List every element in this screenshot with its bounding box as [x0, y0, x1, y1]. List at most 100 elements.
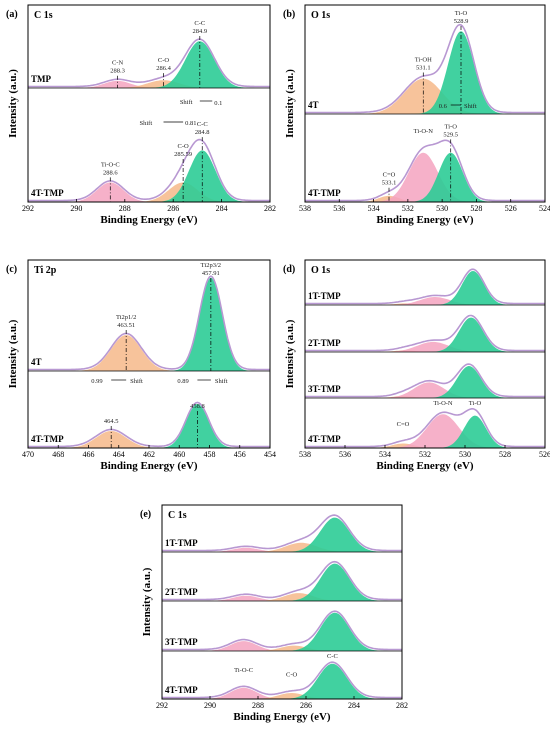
peak-value: 464.5 [104, 418, 119, 425]
x-tick-label: 466 [83, 450, 95, 459]
peak-value: 463.51 [117, 322, 135, 329]
peak-component [162, 593, 402, 601]
peak-component [162, 645, 402, 651]
panel-b: 4T531.1Ti-OH528.9Ti-O4T-TMP533.1C=OTi-O-… [283, 4, 550, 226]
panel-letter: (a) [6, 9, 18, 20]
panel-letter: (e) [140, 509, 151, 520]
panel-letter: (c) [6, 264, 17, 275]
peak-component [162, 612, 402, 651]
trace-tmp: TMP 288.3C-N 286.4C-O 284.9C-C [28, 20, 270, 88]
y-axis-label: Intensity (a.u.) [284, 319, 296, 388]
panel-title: C 1s [168, 510, 187, 521]
x-tick-label: 288 [252, 701, 264, 710]
x-tick-label: 282 [396, 701, 408, 710]
shift-label: Shift [140, 120, 153, 127]
peak-label: C-C [194, 20, 205, 27]
peak-c-c [28, 41, 270, 88]
x-tick-label: 532 [419, 450, 431, 459]
shift-label: Shift [215, 378, 228, 385]
envelope-line [162, 514, 402, 552]
x-tick-label: 456 [234, 450, 246, 459]
sample-label: 4T-TMP [31, 434, 64, 444]
peak-value: 528.9 [454, 18, 469, 25]
panel-letter: (b) [283, 9, 295, 20]
shift-value: 0.6 [439, 103, 448, 110]
sample-label: 4T-TMP [165, 685, 198, 695]
x-tick-label: 462 [143, 450, 155, 459]
y-axis-label: Intensity (a.u.) [7, 69, 19, 138]
peak-value: 288.3 [110, 68, 125, 75]
peak-component [162, 517, 402, 552]
sample-label: 3T-TMP [165, 637, 198, 647]
x-tick-label: 286 [300, 701, 312, 710]
x-axis-label: Binding Energy (eV) [100, 460, 198, 472]
peak-label: C-O [286, 671, 298, 678]
peak-label: Ti2p3/2 [201, 262, 221, 269]
sample-label: 4T [31, 357, 42, 367]
y-axis-label: Intensity (a.u.) [7, 319, 19, 388]
x-tick-label: 290 [70, 204, 82, 213]
peak-ti-o-n [305, 414, 545, 448]
envelope-line [28, 138, 270, 202]
x-tick-label: 530 [459, 450, 471, 459]
sample-label: 4T-TMP [308, 434, 341, 444]
shift-value: 0.1 [214, 100, 222, 107]
shift-value: 0.81 [185, 120, 196, 127]
x-tick-label: 528 [499, 450, 511, 459]
peak-value: 533.1 [382, 180, 397, 187]
sample-label: 4T-TMP [308, 188, 341, 198]
peak-value: 529.5 [443, 131, 458, 138]
x-tick-label: 470 [22, 450, 34, 459]
panel-a: TMP288.3C-N286.4C-O284.9C-C4T-TMP288.6Ti… [6, 4, 276, 226]
plot-frame [161, 504, 403, 700]
peak-ti-o [305, 415, 545, 448]
peak-label: C-C [197, 121, 208, 128]
panel-letter: (d) [283, 264, 295, 275]
x-tick-label: 538 [299, 204, 311, 213]
plot-frame [27, 259, 271, 449]
peak-value: 457.91 [202, 270, 220, 277]
x-tick-label: 538 [299, 450, 311, 459]
peak-component [305, 297, 545, 305]
shift-value: 0.99 [91, 378, 102, 385]
sample-label: 2T-TMP [165, 587, 198, 597]
peak-label: Ti-OH [415, 57, 432, 64]
y-axis-label: Intensity (a.u.) [284, 69, 296, 138]
sample-label: 3T-TMP [308, 384, 341, 394]
peak-component [305, 317, 545, 352]
trace-4t-tmp: 4T-TMP C=O Ti-O-N Ti-O [305, 400, 545, 448]
x-axis-label: Binding Energy (eV) [233, 711, 331, 723]
plot-frame [304, 259, 546, 449]
envelope-line [305, 363, 545, 398]
x-tick-label: 458 [204, 450, 216, 459]
peak-component [305, 366, 545, 398]
peak-value: 285.59 [174, 151, 192, 158]
peak-value: 284.8 [195, 129, 210, 136]
sample-label: 4T [308, 100, 319, 110]
x-tick-label: 526 [505, 204, 517, 213]
x-tick-label: 534 [368, 204, 380, 213]
envelope-line [305, 314, 545, 352]
peak-label: Ti-O [469, 400, 482, 407]
peak-c-c [162, 663, 402, 699]
peak-value: 458.8 [190, 403, 205, 410]
x-tick-label: 284 [216, 204, 228, 213]
trace-4t: 4T 531.1Ti-OH 528.9Ti-O [305, 10, 545, 115]
panel-title: O 1s [311, 10, 330, 21]
panel-title: O 1s [311, 265, 330, 276]
trace-1t-tmp: 1T-TMP [162, 514, 402, 552]
peak-label: C-O [178, 143, 190, 150]
x-tick-label: 288 [119, 204, 131, 213]
peak-value: 286.4 [156, 65, 171, 72]
x-tick-label: 292 [156, 701, 168, 710]
peak-label: C=O [397, 421, 410, 428]
peak-label: Ti-O-N [433, 400, 453, 407]
peak-ti-oh [305, 78, 545, 114]
shift-label: Shift [464, 103, 477, 110]
sample-label: 1T-TMP [165, 538, 198, 548]
peak-label: Ti2p1/2 [116, 314, 136, 321]
panel-title: Ti 2p [34, 265, 57, 276]
y-axis-label: Intensity (a.u.) [141, 567, 153, 636]
peak-label: Ti-O [445, 123, 458, 130]
x-tick-label: 282 [264, 204, 276, 213]
